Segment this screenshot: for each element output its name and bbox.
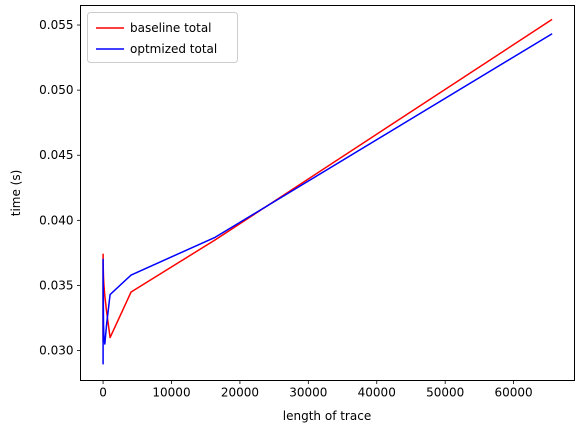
y-tick-label: 0.035 [39, 278, 73, 292]
x-tick-label: 60000 [495, 386, 533, 400]
y-tick-label: 0.030 [39, 344, 73, 358]
x-tick-label: 0 [99, 386, 107, 400]
y-tick-label: 0.050 [39, 83, 73, 97]
x-tick-label: 30000 [289, 386, 327, 400]
x-tick-label: 20000 [221, 386, 259, 400]
y-tick-label: 0.055 [39, 18, 73, 32]
legend-label-optmized-total: optmized total [130, 42, 217, 56]
x-tick-label: 50000 [426, 386, 464, 400]
y-tick-label: 0.045 [39, 148, 73, 162]
x-axis-label: length of trace [283, 409, 371, 423]
y-tick-label: 0.040 [39, 213, 73, 227]
x-tick-label: 40000 [358, 386, 396, 400]
legend: baseline total optmized total [88, 13, 238, 63]
legend-label-baseline-total: baseline total [130, 21, 212, 35]
y-axis-label: time (s) [9, 170, 23, 217]
x-tick-label: 10000 [152, 386, 190, 400]
